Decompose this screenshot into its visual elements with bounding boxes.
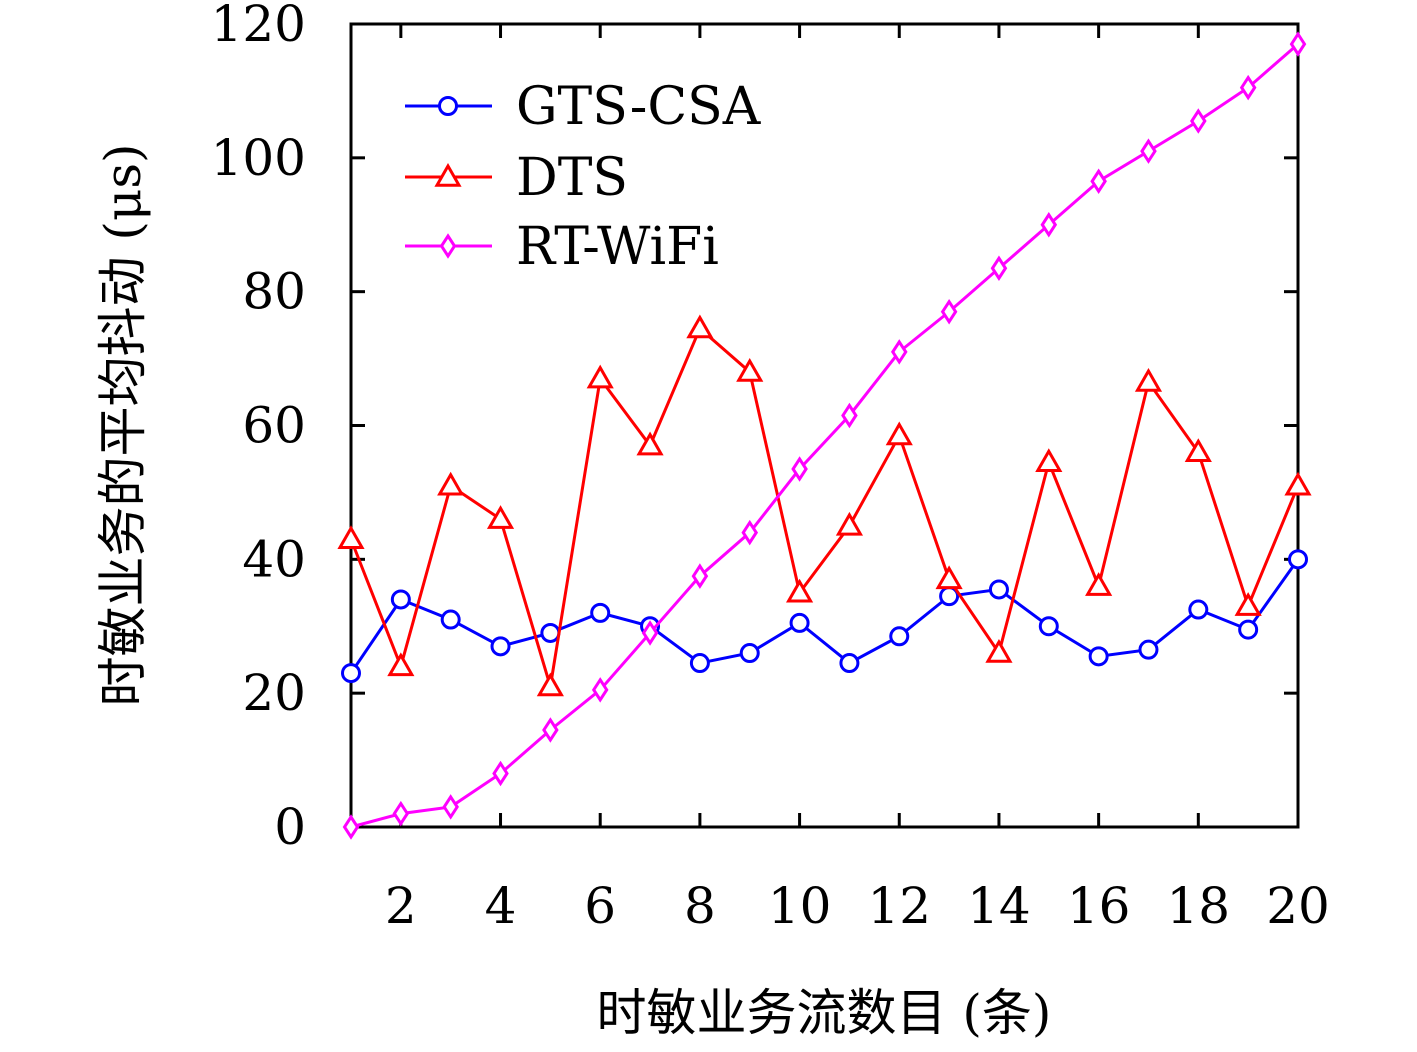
data-point-dts [736, 357, 764, 382]
x-axis-title: 时敏业务流数目 (条) [597, 984, 1052, 1042]
data-point-rt-wifi [1190, 108, 1207, 134]
series-layer [337, 31, 1312, 840]
data-point-dts [636, 431, 664, 456]
data-point-dts [1184, 438, 1212, 463]
data-point-dts [835, 511, 864, 536]
data-point-dts [1134, 367, 1163, 392]
x-tick-label: 2 [385, 877, 417, 935]
data-point-gts-csa [440, 609, 461, 630]
series-line-rt-wifi [350, 42, 1299, 829]
data-point-gts-csa [988, 579, 1009, 600]
data-point-gts-csa [789, 612, 810, 633]
y-tick-label: 60 [242, 397, 306, 455]
y-tick-label: 80 [242, 263, 306, 321]
x-tick-label: 10 [768, 877, 832, 935]
data-point-rt-wifi [1040, 211, 1058, 238]
data-point-dts [686, 314, 714, 339]
data-point-gts-csa [390, 589, 411, 610]
x-tick-label: 18 [1167, 877, 1231, 935]
legend-marker [438, 96, 458, 116]
data-point-dts [1035, 448, 1063, 473]
data-point-rt-wifi [890, 339, 908, 365]
data-point-gts-csa [590, 602, 611, 623]
data-point-gts-csa [341, 663, 361, 684]
data-point-gts-csa [739, 643, 760, 664]
legend-item-rt-wifi: RT-WiFi [405, 217, 719, 277]
data-point-rt-wifi [1239, 74, 1257, 101]
y-axis: 0 20 40 60 80 100 120 [211, 0, 1298, 856]
data-point-rt-wifi [940, 298, 958, 325]
data-point-gts-csa [839, 653, 860, 674]
data-point-dts [935, 565, 963, 590]
series-gts-csa [341, 549, 1308, 684]
data-point-rt-wifi [492, 760, 509, 787]
y-tick-label: 100 [211, 129, 306, 187]
data-point-gts-csa [1238, 619, 1259, 640]
data-point-dts [1085, 572, 1113, 596]
data-point-dts [586, 364, 614, 389]
legend-marker [439, 233, 457, 259]
data-point-rt-wifi [542, 717, 559, 743]
data-point-rt-wifi [791, 456, 808, 482]
data-point-dts [387, 652, 415, 677]
data-point-dts [885, 421, 913, 446]
data-point-rt-wifi [591, 677, 609, 703]
series-line-dts [349, 325, 1300, 687]
data-point-rt-wifi [1090, 168, 1107, 195]
data-point-rt-wifi [1289, 31, 1307, 57]
y-tick-label: 0 [274, 798, 306, 856]
data-point-gts-csa [1288, 549, 1308, 570]
legend-label: GTS-CSA [516, 77, 762, 137]
data-point-dts [437, 471, 465, 496]
x-axis: 2 4 6 8 10 12 14 16 18 20 [385, 24, 1330, 935]
x-tick-label: 14 [967, 877, 1031, 935]
x-tick-label: 12 [867, 877, 931, 935]
data-point-dts [1234, 592, 1262, 616]
x-tick-label: 4 [485, 877, 517, 935]
x-tick-label: 8 [684, 877, 716, 935]
data-point-rt-wifi [990, 255, 1008, 281]
data-point-rt-wifi [392, 800, 410, 827]
plot-frame [349, 22, 1300, 829]
y-tick-label: 20 [242, 664, 306, 722]
data-point-gts-csa [889, 626, 910, 647]
data-point-dts [536, 672, 564, 697]
data-point-gts-csa [1038, 616, 1059, 637]
data-point-dts [337, 525, 365, 550]
series-rt-wifi [342, 31, 1307, 840]
data-point-gts-csa [490, 636, 511, 657]
legend-marker [434, 162, 462, 187]
data-point-rt-wifi [641, 620, 659, 646]
x-tick-label: 20 [1266, 877, 1330, 935]
data-point-dts [1284, 471, 1312, 496]
y-tick-label: 120 [211, 0, 306, 53]
data-point-dts [785, 578, 814, 603]
data-point-rt-wifi [442, 794, 459, 820]
legend-label: RT-WiFi [516, 217, 719, 277]
data-point-gts-csa [1188, 599, 1209, 620]
data-point-gts-csa [689, 653, 710, 674]
data-point-dts [985, 638, 1013, 663]
data-point-rt-wifi [1140, 138, 1157, 164]
data-point-rt-wifi [342, 814, 360, 840]
data-point-rt-wifi [841, 402, 858, 429]
data-point-gts-csa [1138, 639, 1159, 660]
y-axis-title: 时敏业务的平均抖动 (μs) [94, 143, 152, 706]
data-point-rt-wifi [691, 563, 709, 589]
legend-item-gts-csa: GTS-CSA [405, 77, 762, 137]
data-point-gts-csa [1088, 646, 1109, 667]
legend: GTS-CSA DTS RT-WiFi [405, 77, 762, 277]
data-point-dts [486, 505, 515, 529]
x-tick-label: 16 [1067, 877, 1131, 935]
legend-label: DTS [516, 148, 628, 208]
data-point-gts-csa [540, 622, 561, 643]
data-point-rt-wifi [741, 519, 759, 546]
y-tick-label: 40 [242, 530, 306, 588]
series-dts [337, 314, 1312, 697]
legend-item-dts: DTS [405, 148, 628, 208]
x-tick-label: 6 [584, 877, 616, 935]
